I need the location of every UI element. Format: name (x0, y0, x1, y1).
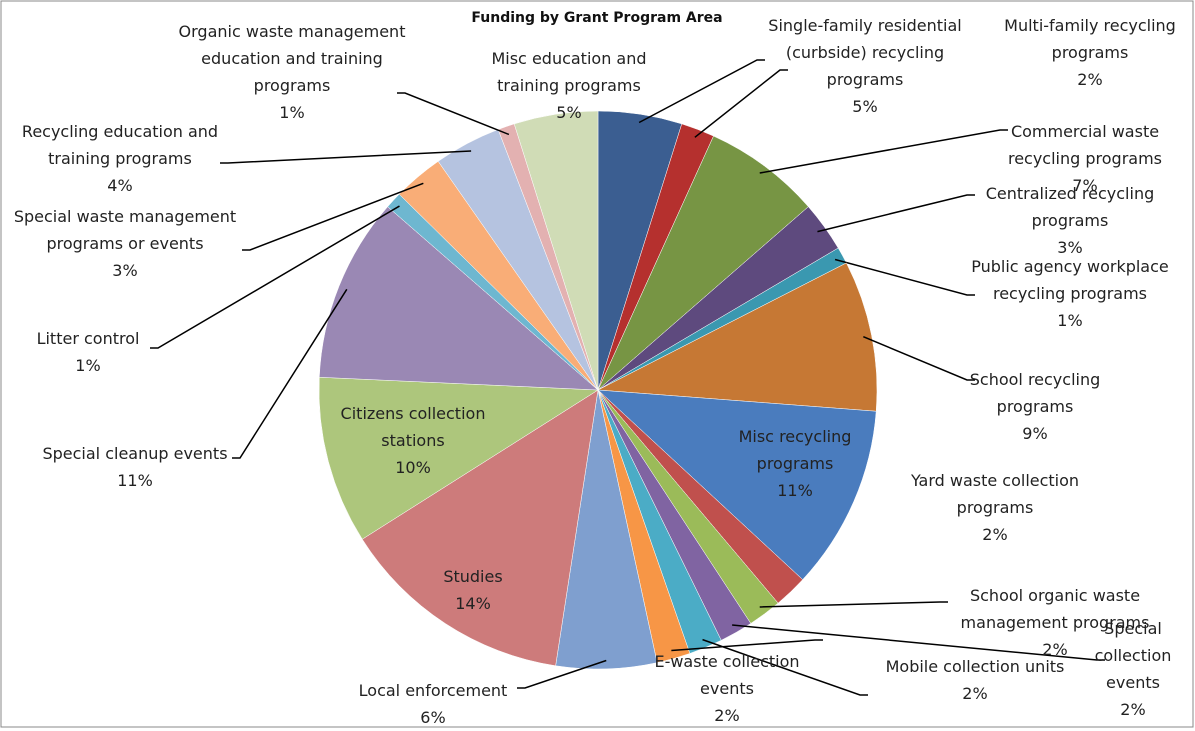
value-label: 11% (117, 471, 153, 490)
category-label: Studies (443, 567, 503, 586)
category-label: Multi-family recycling programs (1004, 16, 1176, 62)
data-label: Yard waste collection programs 2% (885, 467, 1105, 548)
value-label: 10% (395, 458, 431, 477)
leader-line (517, 659, 607, 689)
pie-slice (597, 262, 878, 412)
value-label: 2% (982, 525, 1008, 544)
value-label: 2% (714, 706, 740, 725)
leader-line (702, 638, 868, 696)
data-label: Mobile collection units 2% (855, 653, 1095, 707)
leader-line (834, 258, 975, 296)
leader-line (220, 150, 472, 164)
value-label: 1% (75, 356, 101, 375)
data-label: Single-family residential (curbside) rec… (765, 12, 965, 120)
data-label: Centralized recycling programs 3% (965, 180, 1175, 261)
leader-line (694, 69, 788, 138)
data-label: Citizens collection stations 10% (323, 400, 503, 481)
data-label: Misc recycling programs 11% (715, 423, 875, 504)
category-label: Citizens collection stations (340, 404, 486, 450)
value-label: 9% (1022, 424, 1048, 443)
data-label: Studies 14% (413, 563, 533, 617)
pie-slice (513, 110, 599, 391)
value-label: 11% (777, 481, 813, 500)
data-label: Organic waste management education and t… (177, 18, 407, 126)
value-label: 2% (1077, 70, 1103, 89)
category-label: Public agency workplace recycling progra… (971, 257, 1169, 303)
leader-line (817, 194, 975, 233)
category-label: Misc recycling programs (738, 427, 852, 473)
category-label: School organic waste management programs (960, 586, 1150, 632)
leader-line (759, 129, 1008, 174)
value-label: 2% (1042, 640, 1068, 659)
category-label: Centralized recycling programs (985, 184, 1155, 230)
category-label: Recycling education and training program… (21, 122, 219, 168)
value-label: 6% (420, 708, 446, 727)
value-label: 5% (556, 103, 582, 122)
value-label: 2% (1120, 700, 1146, 719)
data-label: Special waste management programs or eve… (5, 203, 245, 284)
data-label: Multi-family recycling programs 2% (995, 12, 1185, 93)
value-label: 1% (1057, 311, 1083, 330)
value-label: 2% (962, 684, 988, 703)
pie-slice (597, 389, 877, 580)
category-label: Single-family residential (curbside) rec… (768, 16, 962, 89)
leader-line (397, 92, 510, 136)
leader-line (671, 639, 823, 652)
pie-slice (597, 135, 809, 391)
data-label: Local enforcement 6% (333, 677, 533, 731)
data-label: Misc education and training programs 5% (474, 45, 664, 126)
data-label: Public agency workplace recycling progra… (970, 253, 1170, 334)
value-label: 7% (1072, 176, 1098, 195)
value-label: 4% (107, 176, 133, 195)
value-label: 3% (112, 261, 138, 280)
pie-slice (318, 376, 599, 540)
leader-line (863, 336, 975, 381)
chart-title: Funding by Grant Program Area (471, 10, 723, 26)
leader-line (732, 624, 1105, 661)
category-label: School recycling programs (969, 370, 1101, 416)
data-label: School recycling programs 9% (955, 366, 1115, 447)
category-label: Mobile collection units (885, 657, 1065, 676)
value-label: 1% (279, 103, 305, 122)
leader-line (150, 205, 400, 349)
category-label: Special cleanup events (42, 444, 228, 463)
category-label: Special waste management programs or eve… (13, 207, 237, 253)
value-label: 5% (852, 97, 878, 116)
data-label: Recycling education and training program… (10, 118, 230, 199)
category-label: Misc education and training programs (491, 49, 647, 95)
value-label: 3% (1057, 238, 1083, 257)
leader-line (232, 288, 348, 459)
data-label: Commercial waste recycling programs 7% (990, 118, 1180, 199)
category-label: E-waste collection events (654, 652, 800, 698)
category-label: Organic waste management education and t… (178, 22, 406, 95)
leader-line (242, 182, 424, 251)
category-label: Yard waste collection programs (910, 471, 1080, 517)
pie-slice (361, 389, 599, 667)
leader-line (638, 59, 765, 124)
data-label: Special cleanup events 11% (10, 440, 260, 494)
pie-slice (319, 206, 599, 391)
leader-line (759, 601, 948, 608)
category-label: Commercial waste recycling programs (1007, 122, 1163, 168)
value-label: 14% (455, 594, 491, 613)
data-label: Litter control 1% (13, 325, 163, 379)
data-label: Special collection events 2% (1083, 615, 1183, 723)
category-label: Special collection events (1094, 619, 1172, 692)
data-label: E-waste collection events 2% (637, 648, 817, 729)
data-label: School organic waste management programs… (940, 582, 1170, 663)
category-label: Local enforcement (358, 681, 508, 700)
category-label: Litter control (36, 329, 140, 348)
